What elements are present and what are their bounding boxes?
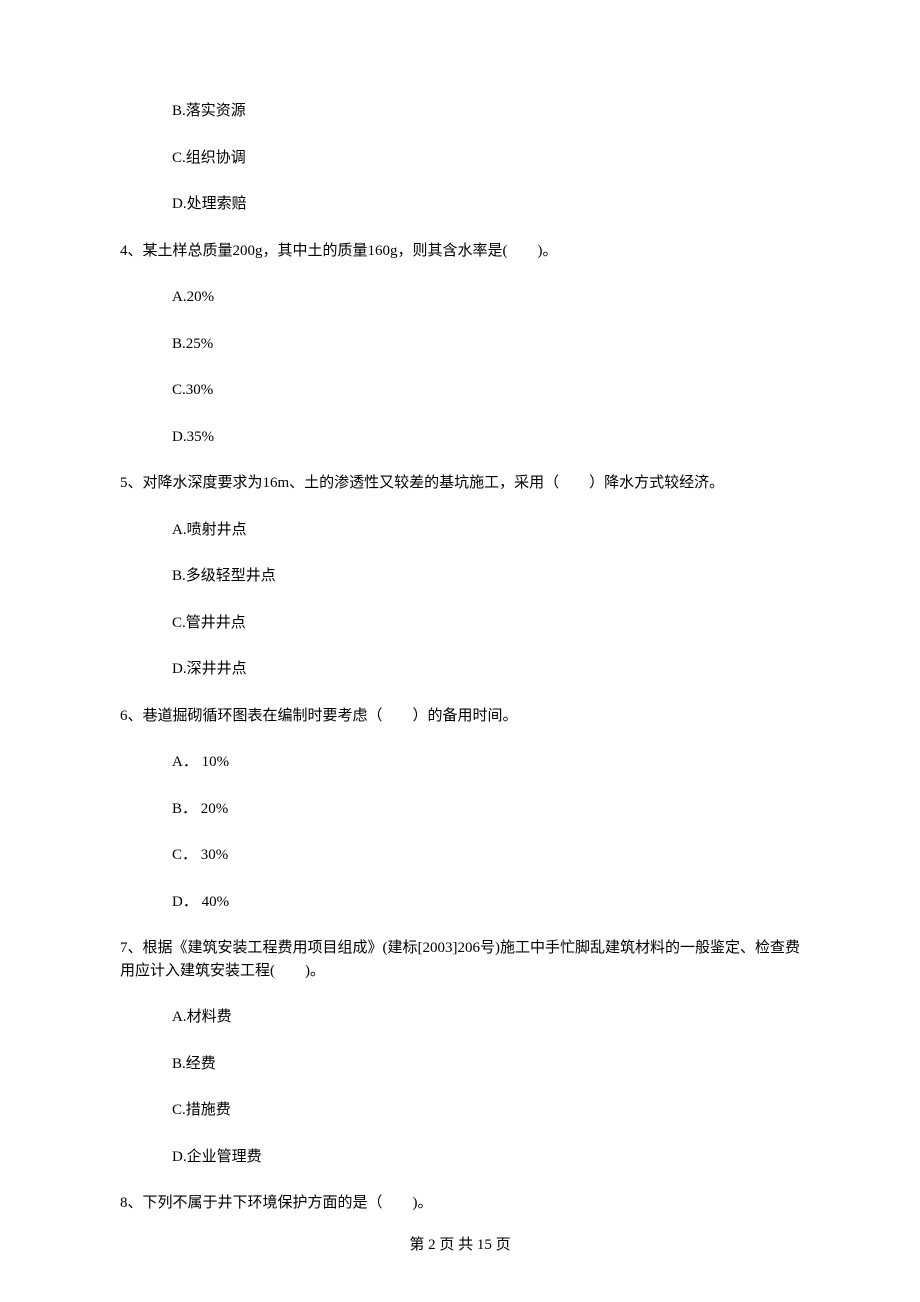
question-8-stem: 8、下列不属于井下环境保护方面的是（ )。 bbox=[120, 1192, 800, 1215]
document-content: B.落实资源 C.组织协调 D.处理索赔 4、某土样总质量200g，其中土的质量… bbox=[120, 100, 800, 1215]
option-7-c: C.措施费 bbox=[172, 1099, 800, 1122]
question-6-stem: 6、巷道掘砌循环图表在编制时要考虑（ ）的备用时间。 bbox=[120, 705, 800, 728]
option-7-d: D.企业管理费 bbox=[172, 1146, 800, 1169]
option-6-c: C． 30% bbox=[172, 844, 800, 867]
question-7-stem: 7、根据《建筑安装工程费用项目组成》(建标[2003]206号)施工中手忙脚乱建… bbox=[120, 937, 800, 982]
question-4-stem: 4、某土样总质量200g，其中土的质量160g，则其含水率是( )。 bbox=[120, 240, 800, 263]
option-4-d: D.35% bbox=[172, 426, 800, 449]
option-6-d: D． 40% bbox=[172, 891, 800, 914]
option-4-a: A.20% bbox=[172, 286, 800, 309]
option-4-b: B.25% bbox=[172, 333, 800, 356]
option-5-a: A.喷射井点 bbox=[172, 519, 800, 542]
option-prev-c: C.组织协调 bbox=[172, 147, 800, 170]
page-footer: 第 2 页 共 15 页 bbox=[0, 1233, 920, 1254]
option-6-a: A． 10% bbox=[172, 751, 800, 774]
option-5-c: C.管井井点 bbox=[172, 612, 800, 635]
option-5-d: D.深井井点 bbox=[172, 658, 800, 681]
option-prev-d: D.处理索赔 bbox=[172, 193, 800, 216]
option-7-a: A.材料费 bbox=[172, 1006, 800, 1029]
question-5-stem: 5、对降水深度要求为16m、土的渗透性又较差的基坑施工，采用（ ）降水方式较经济… bbox=[120, 472, 800, 495]
option-5-b: B.多级轻型井点 bbox=[172, 565, 800, 588]
option-6-b: B． 20% bbox=[172, 798, 800, 821]
option-4-c: C.30% bbox=[172, 379, 800, 402]
option-prev-b: B.落实资源 bbox=[172, 100, 800, 123]
option-7-b: B.经费 bbox=[172, 1053, 800, 1076]
